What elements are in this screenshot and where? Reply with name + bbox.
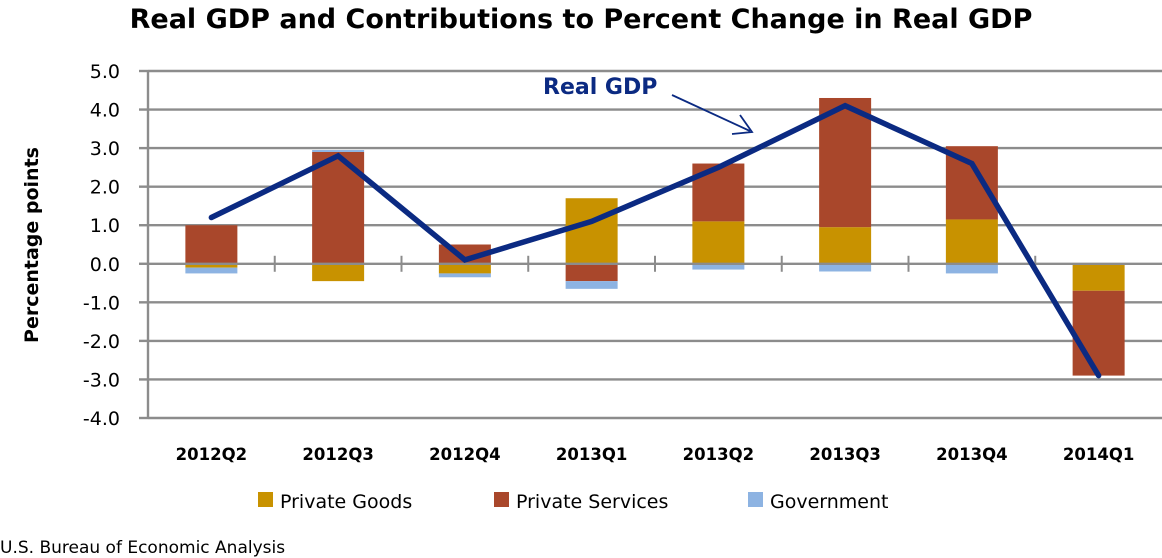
legend-swatch-government <box>748 492 763 507</box>
annotation-label: Real GDP <box>543 75 657 100</box>
y-tick-label: 3.0 <box>90 138 120 160</box>
x-tick-label: 2012Q4 <box>429 445 500 464</box>
x-tick-label: 2013Q1 <box>556 445 627 464</box>
x-tick-label: 2013Q3 <box>809 445 880 464</box>
x-tick-label: 2014Q1 <box>1063 445 1134 464</box>
bar-private-goods-2013Q1 <box>565 198 618 264</box>
bar-private-services-2012Q2 <box>185 225 238 264</box>
y-tick-label: 0.0 <box>90 254 120 276</box>
bar-private-goods-2012Q4 <box>438 263 491 274</box>
real-gdp-polyline <box>208 102 1102 379</box>
annotation-arrow-shaft <box>671 94 751 132</box>
x-tick-label: 2012Q2 <box>176 445 247 464</box>
bar-private-goods-2013Q4 <box>945 219 998 264</box>
x-tick-label: 2012Q3 <box>302 445 373 464</box>
bar-private-services-2014Q1 <box>1072 290 1125 376</box>
bar-government-2013Q4 <box>945 263 998 274</box>
legend-label: Government <box>770 491 889 513</box>
y-tick-label: -2.0 <box>83 331 120 353</box>
x-axis-ticks: 2012Q2 2012Q3 2012Q4 2013Q1 2013Q2 2013Q3 2013… <box>176 445 1135 464</box>
y-tick-label: 4.0 <box>90 100 120 122</box>
bar-private-goods-2014Q1 <box>1072 263 1125 291</box>
legend: Private Goods Private Services Government <box>258 491 889 513</box>
legend-label: Private Services <box>516 491 668 513</box>
axes <box>146 71 1162 418</box>
legend-label: Private Goods <box>280 491 412 513</box>
bar-government-2013Q1 <box>565 281 618 289</box>
bar-government-2012Q2 <box>185 267 238 274</box>
y-tick-label: -1.0 <box>83 292 120 314</box>
annotation: Real GDP <box>543 75 754 135</box>
bar-private-goods-2013Q2 <box>692 221 745 264</box>
bars <box>185 97 1125 376</box>
bar-government-2013Q3 <box>819 263 872 272</box>
legend-swatch-private-goods <box>258 492 273 507</box>
bar-private-services-2013Q3 <box>819 97 872 228</box>
y-tick-label: -4.0 <box>83 408 120 430</box>
bar-government-2012Q3 <box>312 150 365 152</box>
x-tick-label: 2013Q2 <box>683 445 754 464</box>
y-axis-ticks: 5.0 4.0 3.0 2.0 1.0 0.0 -1.0 -2.0 -3.0 -4.0 <box>83 61 148 430</box>
chart-title: Real GDP and Contributions to Percent Ch… <box>130 4 1033 35</box>
y-tick-label: 2.0 <box>90 177 120 199</box>
grid-lines <box>148 69 1162 420</box>
bar-private-goods-2013Q3 <box>819 227 872 264</box>
bar-government-2012Q4 <box>438 273 491 278</box>
bar-government-2013Q2 <box>692 263 745 270</box>
bar-private-goods-2012Q3 <box>312 263 365 282</box>
source-note: U.S. Bureau of Economic Analysis <box>0 538 285 558</box>
bar-private-services-2013Q1 <box>565 263 618 282</box>
x-tick-label: 2013Q4 <box>936 445 1007 464</box>
legend-swatch-private-services <box>494 492 509 507</box>
real-gdp-line <box>208 102 1102 379</box>
bar-private-goods-2012Q2 <box>185 263 238 268</box>
annotation-arrow-head <box>731 114 754 135</box>
y-axis-label: Percentage points <box>21 147 43 343</box>
y-tick-label: -3.0 <box>83 369 120 391</box>
y-tick-label: 1.0 <box>90 215 120 237</box>
y-tick-label: 5.0 <box>90 61 120 83</box>
